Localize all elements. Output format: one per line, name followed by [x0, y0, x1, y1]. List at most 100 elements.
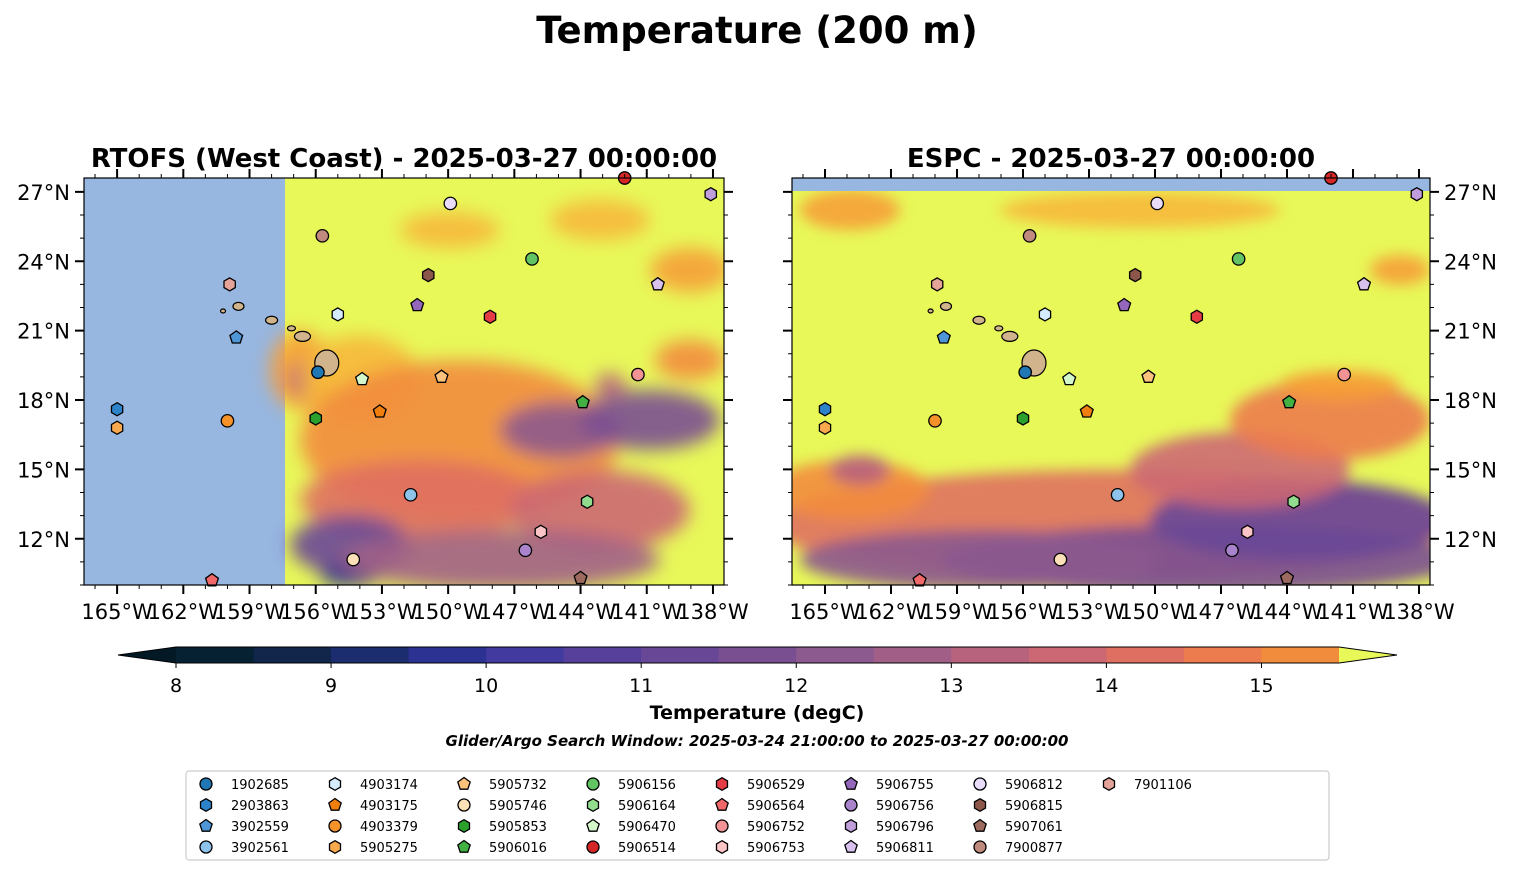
x-tick-label: 150°W	[1119, 600, 1191, 624]
platform-5905732-espc	[1141, 369, 1156, 383]
temperature-contour	[655, 340, 724, 380]
x-tick-label: 141°W	[611, 600, 683, 624]
platform-4903379-rtofs	[220, 413, 235, 428]
legend-marker-7900877	[973, 840, 987, 854]
legend-marker-5906564	[715, 797, 729, 811]
island	[939, 301, 953, 311]
temperature-contour	[1280, 370, 1400, 400]
temperature-contour	[550, 200, 650, 240]
platform-5906752-espc	[1337, 367, 1352, 382]
panel-title-espc: ESPC - 2025-03-27 00:00:00	[907, 144, 1315, 174]
platform-4903175-rtofs	[372, 404, 387, 418]
platform-7900877-rtofs	[315, 228, 330, 243]
x-tick-label: 165°W	[789, 600, 861, 624]
platform-5907061-rtofs	[573, 570, 588, 585]
legend-entry-label: 5905853	[489, 820, 547, 835]
y-tick-label: 21°N	[1444, 320, 1497, 344]
platform-5906811-rtofs	[650, 276, 665, 291]
legend-entry-label: 5906796	[876, 820, 934, 835]
legend-entry-label: 3902559	[231, 820, 289, 835]
legend-marker-4903174	[328, 776, 342, 792]
colorbar-bin	[1106, 647, 1185, 663]
y-tick-label: 27°N	[1444, 181, 1497, 205]
platform-5906796-rtofs	[704, 186, 718, 202]
legend-marker-5905732	[457, 776, 471, 790]
platform-5906529-espc	[1190, 309, 1204, 325]
platform-5906811-espc	[1356, 276, 1372, 291]
platform-5906756-rtofs	[518, 543, 533, 558]
legend-marker-5906016	[457, 839, 471, 853]
colorbar-bin	[873, 647, 952, 663]
platform-5906753-rtofs	[534, 524, 548, 540]
colorbar-extend-low	[118, 647, 176, 663]
y-tick-label: 24°N	[17, 250, 70, 274]
legend-marker-5906529	[715, 776, 729, 792]
legend-entry-label: 1902685	[231, 778, 289, 793]
temperature-contour	[650, 248, 724, 292]
temperature-contour	[830, 455, 890, 485]
legend-marker-5906756	[844, 798, 858, 812]
platform-5906470-rtofs	[354, 371, 370, 386]
legend-entry-label: 5905732	[489, 778, 547, 793]
legend-marker-3902559	[199, 818, 213, 832]
colorbar-extend-high	[1339, 647, 1397, 663]
map-panel-rtofs: 165°W162°W159°W156°W153°W150°W147°W144°W…	[17, 169, 749, 624]
x-tick-label: 144°W	[1251, 600, 1323, 624]
colorbar-bin	[951, 647, 1030, 663]
x-tick-label: 150°W	[412, 600, 484, 624]
island	[1001, 330, 1019, 343]
x-tick-label: 147°W	[1185, 600, 1257, 624]
search-window-text: Glider/Argo Search Window: 2025-03-24 21…	[446, 732, 1069, 750]
legend-marker-5905746	[457, 798, 471, 812]
platform-5905853-espc	[1016, 411, 1030, 426]
platform-5906470-espc	[1062, 371, 1077, 386]
legend-entry-label: 7900877	[1005, 841, 1063, 856]
legend-marker-5906514	[586, 840, 600, 854]
x-tick-label: 153°W	[346, 600, 418, 624]
colorbar-bin	[331, 647, 410, 663]
platform-1902685-rtofs	[311, 365, 325, 380]
legend-marker-5906156	[586, 777, 600, 791]
colorbar-tick-label: 15	[1249, 675, 1273, 697]
platform-5906016-espc	[1282, 394, 1297, 409]
temperature-contour	[792, 460, 930, 520]
x-tick-label: 138°W	[1383, 600, 1455, 624]
platform-5905746-espc	[1053, 552, 1068, 567]
temperature-contour	[800, 190, 900, 230]
x-tick-label: 162°W	[855, 600, 927, 624]
colorbar-bin	[1261, 647, 1340, 663]
platform-3902559-espc	[936, 330, 951, 344]
legend-entry-label: 5906812	[1005, 778, 1063, 793]
legend-entry-label: 4903175	[360, 799, 418, 814]
colorbar-bin	[486, 647, 565, 663]
platform-5905853-rtofs	[309, 411, 323, 426]
colorbar-tick-label: 10	[474, 675, 498, 697]
platform-3902559-rtofs	[229, 330, 244, 344]
colorbar: 8 9 10 11 12 13 14 15	[117, 646, 1398, 697]
platform-5906164-espc	[1287, 494, 1300, 510]
masked-strip	[792, 178, 1430, 191]
legend-marker-5906753	[715, 839, 729, 855]
island	[293, 330, 312, 343]
colorbar-bin	[408, 647, 487, 663]
legend-marker-5906796	[844, 818, 858, 834]
colorbar-bin	[641, 647, 720, 663]
legend-entry-label: 5906752	[747, 820, 805, 835]
platform-5906164-rtofs	[580, 494, 594, 510]
legend-marker-5905853	[457, 818, 471, 834]
legend-entry-label: 7901106	[1134, 778, 1192, 793]
x-tick-label: 159°W	[921, 600, 993, 624]
platform-5906564-rtofs	[204, 572, 220, 587]
platform-7901106-rtofs	[223, 277, 236, 292]
legend-entry-label: 4903379	[360, 820, 418, 835]
legend-entry-label: 5906156	[618, 778, 676, 793]
platform-5906812-rtofs	[443, 196, 458, 211]
map-panel-espc: 165°W162°W159°W156°W153°W150°W147°W144°W…	[783, 169, 1497, 624]
legend-box	[185, 770, 1330, 861]
platform-5906156-espc	[1231, 252, 1246, 266]
platform-5905275-espc	[818, 420, 832, 436]
x-tick-label: 153°W	[1053, 600, 1125, 624]
platform-5905275-rtofs	[110, 420, 124, 436]
legend-entry-label: 5906753	[747, 841, 805, 856]
platform-5905746-rtofs	[346, 552, 361, 567]
